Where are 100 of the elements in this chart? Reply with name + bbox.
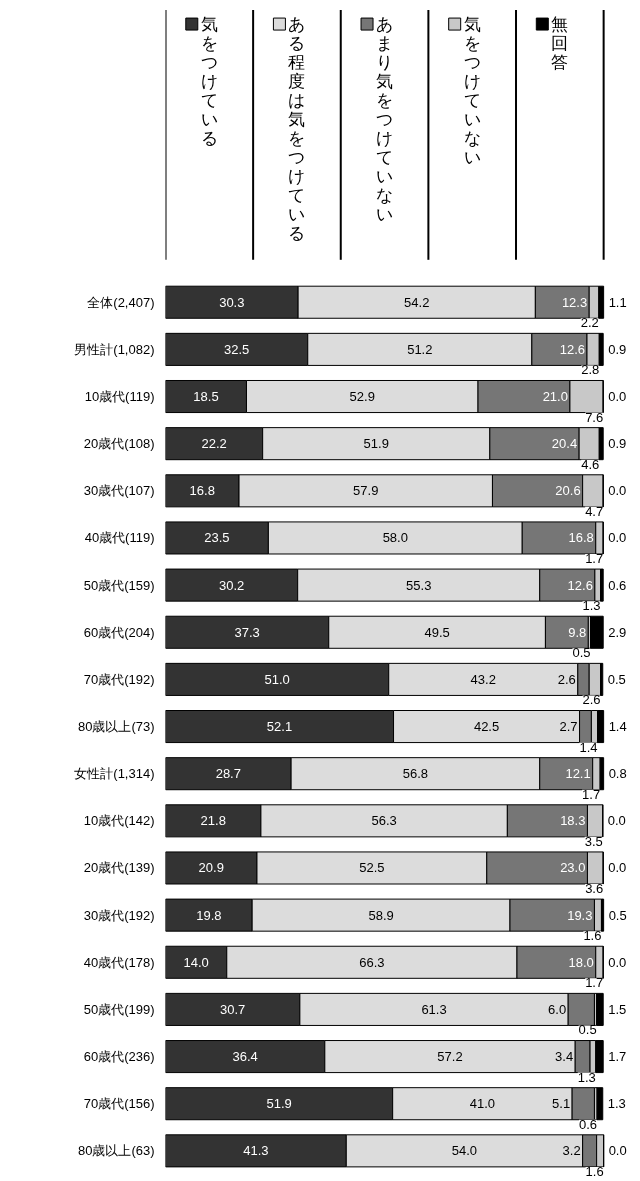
data-label: 41.3 (243, 1143, 269, 1159)
data-label: 0.8 (608, 766, 627, 782)
data-label: 18.0 (568, 954, 594, 970)
data-label: 2.7 (559, 719, 578, 735)
legend-label: 無回答 (551, 14, 569, 72)
legend-label: 気をつけていない (463, 14, 481, 167)
data-label: 0.5 (578, 1022, 597, 1038)
data-label: 1.7 (585, 975, 604, 991)
bar (596, 992, 604, 1026)
data-label: 51.0 (264, 671, 290, 687)
data-label: 1.3 (607, 1096, 626, 1112)
y-tick-label: 全体(2,407) (87, 294, 155, 310)
data-label: 2.6 (557, 671, 576, 687)
data-label: 0.5 (607, 671, 626, 687)
data-label: 52.9 (349, 389, 375, 405)
data-label: 2.2 (580, 315, 599, 331)
data-label: 57.9 (353, 483, 379, 499)
text: ある程度は気をつけている (288, 14, 306, 243)
y-tick-label: 女性計(1,314) (74, 766, 155, 782)
y-tick-label: 80歳以上(73) (77, 719, 155, 735)
data-label: 4.6 (581, 456, 600, 472)
data-label: 58.0 (382, 530, 408, 546)
y-tick-label: 40歳代(178) (83, 954, 155, 970)
data-label: 1.6 (583, 928, 602, 944)
data-label: 12.6 (567, 577, 593, 593)
legend-label: 気をつけている (200, 14, 218, 148)
y-tick-label: 80歳以上(63) (77, 1143, 155, 1159)
data-label: 1.3 (577, 1069, 596, 1085)
data-label: 22.2 (201, 436, 227, 452)
data-label: 14.0 (183, 954, 209, 970)
data-label: 9.8 (568, 624, 587, 640)
data-label: 12.1 (565, 766, 591, 782)
y-tick-label: 70歳代(192) (83, 671, 155, 687)
data-label: 20.4 (551, 436, 578, 452)
data-label: 2.6 (582, 692, 601, 708)
y-tick-label: 男性計(1,082) (74, 341, 155, 357)
data-label: 16.8 (189, 483, 215, 499)
bar (596, 1087, 604, 1121)
data-label: 0.6 (608, 577, 627, 593)
data-label: 0.9 (608, 436, 627, 452)
data-label: 1.3 (582, 598, 601, 614)
data-label: 36.4 (232, 1049, 258, 1065)
data-label: 21.8 (200, 813, 226, 829)
data-label: 4.7 (585, 503, 604, 519)
data-label: 52.5 (359, 860, 385, 876)
data-label: 42.5 (473, 719, 500, 735)
data-label: 52.1 (266, 719, 293, 735)
y-tick-label: 20歳代(139) (83, 860, 155, 876)
data-label: 0.0 (608, 530, 627, 546)
y-tick-label: 70歳代(156) (83, 1096, 155, 1112)
data-label: 28.7 (215, 766, 241, 782)
data-label: 12.3 (561, 294, 588, 310)
data-label: 3.2 (562, 1143, 581, 1159)
data-label: 43.2 (470, 671, 496, 687)
data-label: 1.7 (608, 1049, 627, 1065)
data-label: 0.5 (608, 907, 627, 923)
data-label: 23.5 (204, 530, 230, 546)
y-tick-label: 30歳代(192) (83, 907, 155, 923)
data-label: 0.0 (608, 1143, 627, 1159)
data-label: 37.3 (234, 624, 260, 640)
y-tick-label: 40歳代(119) (84, 530, 155, 546)
data-label: 51.2 (407, 341, 433, 357)
data-label: 1.5 (608, 1001, 627, 1017)
y-tick-label: 50歳代(159) (83, 577, 155, 593)
data-label: 1.4 (579, 739, 598, 755)
data-label: 21.0 (542, 389, 568, 405)
data-label: 0.0 (608, 954, 627, 970)
data-label: 18.3 (560, 813, 586, 829)
data-label: 3.5 (584, 833, 603, 849)
data-label: 1.7 (582, 786, 601, 802)
data-label: 51.9 (266, 1096, 292, 1112)
data-label: 7.6 (585, 409, 604, 425)
data-label: 56.8 (402, 766, 429, 782)
data-label: 61.3 (421, 1001, 447, 1017)
data-label: 2.8 (581, 362, 600, 378)
data-label: 1.4 (608, 719, 627, 735)
data-label: 30.2 (218, 577, 245, 593)
data-label: 2.9 (608, 624, 627, 640)
data-label: 0.0 (608, 389, 627, 405)
y-tick-label: 30歳代(107) (83, 483, 155, 499)
data-label: 16.8 (568, 530, 594, 546)
data-label: 56.3 (371, 813, 397, 829)
data-label: 54.2 (404, 294, 430, 310)
data-label: 41.0 (469, 1096, 496, 1112)
data-label: 12.6 (559, 341, 586, 357)
data-label: 0.0 (607, 813, 626, 829)
data-label: 0.0 (608, 860, 627, 876)
data-label: 1.7 (585, 550, 604, 566)
y-tick-label: 50歳代(199) (83, 1001, 155, 1017)
data-label: 30.3 (219, 294, 245, 310)
data-label: 0.9 (608, 341, 627, 357)
data-label: 5.1 (552, 1096, 571, 1112)
data-label: 66.3 (359, 954, 385, 970)
data-label: 0.5 (572, 645, 591, 661)
text: あまり気をつけていない (376, 14, 394, 224)
data-label: 54.0 (451, 1143, 478, 1159)
data-label: 6.0 (548, 1001, 567, 1017)
data-label: 1.6 (585, 1163, 604, 1179)
data-label: 51.9 (363, 436, 389, 452)
data-label: 1.1 (608, 294, 627, 310)
